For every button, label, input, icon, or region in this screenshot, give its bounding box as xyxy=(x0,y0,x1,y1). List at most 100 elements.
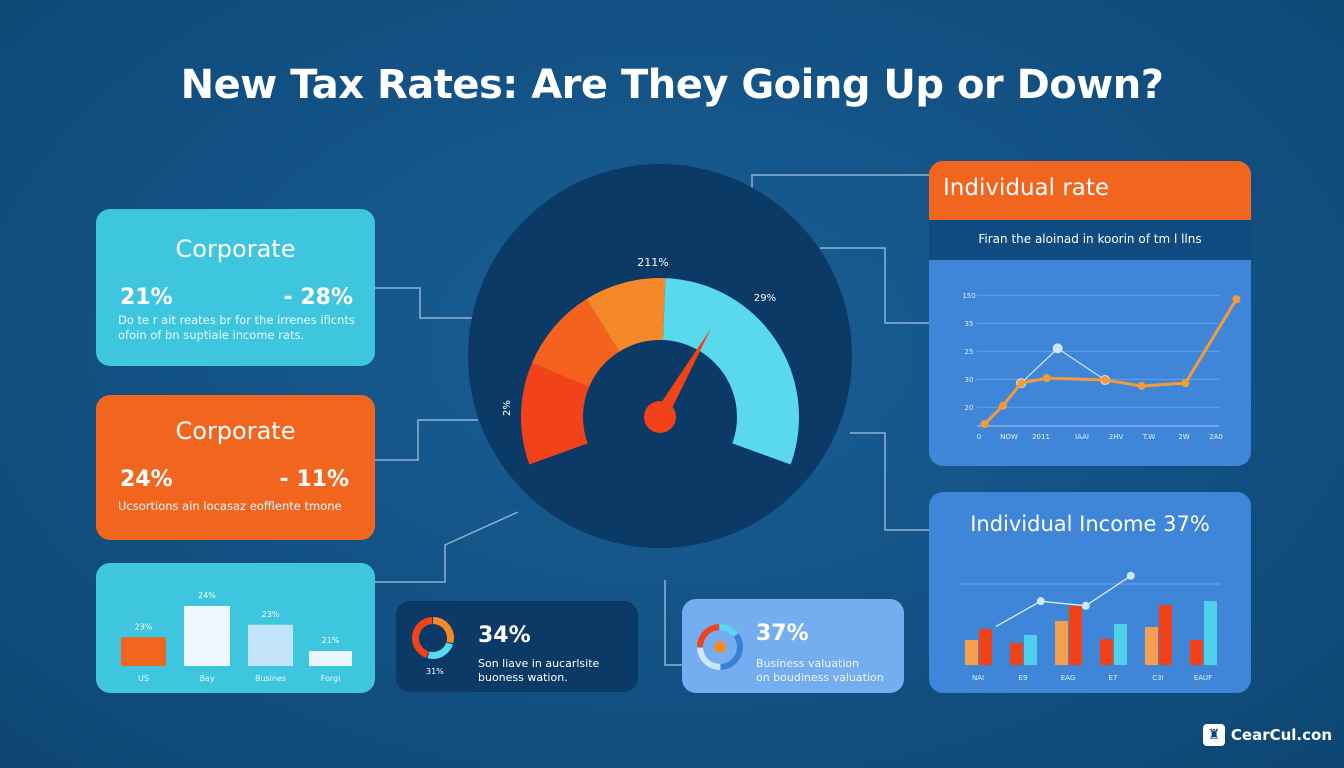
x-tick-label: NAI xyxy=(972,674,984,682)
donut-slice xyxy=(427,642,453,659)
x-tick-label: IAAI xyxy=(1075,433,1089,441)
trend-point xyxy=(1081,601,1090,610)
donut-slice xyxy=(433,617,454,644)
connector-line xyxy=(375,511,519,583)
donut-slice xyxy=(720,624,738,637)
x-tick-label: C3I xyxy=(1152,674,1163,682)
gauge-label-top: 211% xyxy=(637,256,668,269)
rate-left: 24% xyxy=(120,467,173,492)
trend-line xyxy=(995,575,1132,628)
page-title: New Tax Rates: Are They Going Up or Down… xyxy=(180,62,1164,108)
bar-data-label: 23% xyxy=(135,622,153,631)
x-tick-label: E9 xyxy=(1019,674,1028,682)
bar-category-label: Busines xyxy=(255,674,286,683)
x-tick-label: 2W xyxy=(1178,433,1189,441)
bar-category-label: US xyxy=(138,674,149,683)
bar-category-label: Forgi xyxy=(321,674,341,683)
individual-rate-card: Individual rate Firan the aloinad in koo… xyxy=(929,161,1251,466)
bar xyxy=(184,606,230,666)
y-tick-label: 30 xyxy=(965,376,974,384)
gauge-segment xyxy=(531,298,620,388)
connector-line xyxy=(850,432,929,531)
gauge-needle-hub xyxy=(644,401,676,433)
gauge-label-right: 29% xyxy=(754,293,776,304)
x-tick-label: NOW xyxy=(1000,433,1018,441)
gauge-needle xyxy=(653,327,712,421)
card-title: Individual rate xyxy=(943,175,1110,201)
x-tick-label: T.W xyxy=(1142,433,1156,441)
bar xyxy=(1069,606,1082,665)
x-tick-label: 2HV xyxy=(1109,433,1124,441)
gauge-segment xyxy=(586,278,666,352)
bar xyxy=(309,651,352,666)
data-point xyxy=(1137,381,1146,390)
card-subtitle: Firan the aloinad in koorin of tm l llns xyxy=(978,232,1202,246)
x-tick-label: EAUF xyxy=(1194,674,1212,682)
card-desc: ofoin of bn suptiale income rats. xyxy=(118,328,305,342)
card-desc: Do te r ait reates br for the irrenes if… xyxy=(118,313,355,327)
donut-slice xyxy=(697,624,720,647)
trend-point xyxy=(1036,597,1045,606)
data-point xyxy=(1042,374,1051,383)
bar-data-label: 24% xyxy=(198,591,216,600)
donut-value: 34% xyxy=(478,623,531,648)
watermark: ♜ CearCul.con xyxy=(1202,724,1332,746)
bar xyxy=(1024,635,1037,665)
donut-value: 37% xyxy=(756,621,809,646)
donut-chart xyxy=(412,617,454,659)
data-point xyxy=(998,401,1007,410)
data-point xyxy=(980,420,989,428)
rate-right: - 28% xyxy=(283,285,353,310)
card-title: Corporate xyxy=(175,235,296,263)
card-header: Individual rate xyxy=(929,161,1251,220)
donut-slice xyxy=(697,647,720,670)
donut-desc: Business valuation xyxy=(756,657,860,670)
x-tick-label: EAG xyxy=(1061,674,1076,682)
card-subheader: Firan the aloinad in koorin of tm l llns xyxy=(929,220,1251,260)
bar xyxy=(979,629,992,665)
bar xyxy=(1100,639,1113,665)
bar xyxy=(1055,621,1068,665)
individual-income-card: Individual Income 37% NAI E9 EAG E7 C3I EAUF xyxy=(929,492,1251,693)
donut-desc: buoness wation. xyxy=(478,671,568,684)
bar-data-label: 21% xyxy=(322,636,340,645)
bar xyxy=(1159,605,1172,665)
line-series xyxy=(983,298,1238,426)
bar-data-label: 23% xyxy=(262,610,280,619)
rate-right: - 11% xyxy=(279,467,349,492)
gauge-segment xyxy=(521,362,590,465)
data-point xyxy=(1052,343,1063,354)
y-tick-label: 35 xyxy=(965,320,974,328)
card-title: Individual Income 37% xyxy=(970,512,1210,536)
connector-line xyxy=(375,419,478,461)
logo-icon: ♜ xyxy=(1202,724,1225,746)
bar xyxy=(1190,640,1203,665)
x-tick-label: 2A0 xyxy=(1209,433,1223,441)
y-tick-label: 150 xyxy=(962,292,975,300)
bar xyxy=(1145,627,1158,665)
individual-income-bar-chart: NAI E9 EAG E7 C3I EAUF xyxy=(959,571,1221,682)
x-tick-label: 0 xyxy=(977,433,981,441)
donut-sub-label: 31% xyxy=(426,667,444,676)
bar xyxy=(121,637,166,666)
card-title: Corporate xyxy=(175,417,296,445)
data-point xyxy=(1232,295,1241,304)
x-tick-label: 2011 xyxy=(1032,433,1050,441)
bar xyxy=(1010,643,1023,665)
connector-line xyxy=(820,247,929,324)
gauge-label-left: 2% xyxy=(502,400,513,416)
y-tick-label: 25 xyxy=(965,348,974,356)
data-point xyxy=(1181,379,1190,388)
donut-desc: on boudiness valuation xyxy=(756,671,884,684)
donut-slice xyxy=(412,617,433,658)
trend-point xyxy=(1126,571,1135,580)
watermark-text: CearCul.con xyxy=(1230,726,1332,744)
donut-chart xyxy=(697,624,743,670)
tax-rate-gauge: 211% 29% 2% xyxy=(468,164,852,548)
bar xyxy=(1204,601,1217,665)
bar xyxy=(248,624,293,666)
bar-category-label: Bay xyxy=(199,674,214,683)
gauge-segment xyxy=(662,278,799,465)
gauge-background xyxy=(468,164,852,548)
corporate-card-middle: Corporate 24% - 11% Ucsortions ain locas… xyxy=(96,395,375,540)
